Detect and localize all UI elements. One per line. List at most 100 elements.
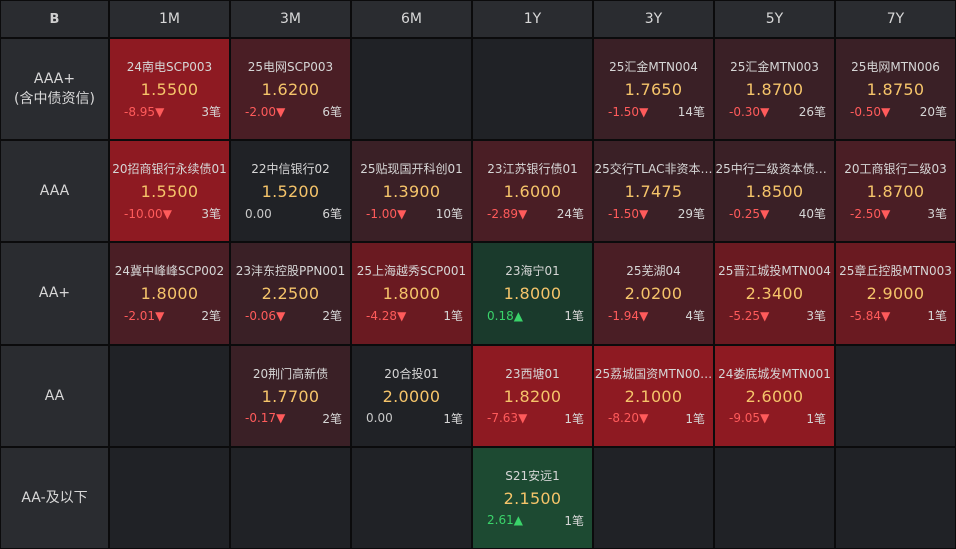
bond-yield: 1.8700	[745, 80, 804, 100]
bond-name: 25荔城国资MTN00…	[594, 366, 713, 381]
change-value: 0.00	[366, 411, 393, 426]
change-value: -1.50	[608, 104, 640, 119]
column-header-5y[interactable]: 5Y	[715, 1, 834, 37]
row-header[interactable]: AA	[1, 345, 108, 446]
change-value: -9.05	[729, 411, 761, 426]
bond-cell[interactable]: 25上海越秀SCP001 1.8000 -4.28▼ 1笔	[352, 243, 471, 344]
bond-cell[interactable]: 24南电SCP003 1.5500 -8.95▼ 3笔	[110, 39, 229, 140]
trade-count: 26笔	[798, 105, 826, 120]
bond-cell[interactable]: 20荆门高新债 1.7700 -0.17▼ 2笔	[231, 345, 350, 446]
cell-footer: 0.00 1笔	[352, 410, 471, 427]
bond-cell[interactable]: 25汇金MTN004 1.7650 -1.50▼ 14笔	[594, 39, 713, 140]
column-header-7y[interactable]: 7Y	[836, 1, 955, 37]
trade-count: 6笔	[322, 207, 342, 222]
bond-cell[interactable]: 20招商银行永续债01 1.5500 -10.00▼ 3笔	[110, 141, 229, 242]
yield-change: -10.00▼	[124, 207, 172, 221]
empty-cell	[836, 345, 955, 446]
bond-cell[interactable]: 23海宁01 1.8000 0.18▲ 1笔	[473, 243, 592, 344]
down-arrow-icon: ▼	[760, 308, 770, 323]
column-header-1y[interactable]: 1Y	[473, 1, 592, 37]
bond-yield: 1.7650	[624, 80, 683, 100]
yield-change: -2.01▼	[124, 309, 164, 323]
bond-name: 25中行二级资本债0…	[715, 162, 834, 177]
bond-cell[interactable]: 23沣东控股PPN001 2.2500 -0.06▼ 2笔	[231, 243, 350, 344]
bond-cell[interactable]: 25中行二级资本债0… 1.8500 -0.25▼ 40笔	[715, 141, 834, 242]
change-value: -0.50	[850, 104, 882, 119]
yield-change: -0.50▼	[850, 105, 890, 119]
bond-name: 20工商银行二级03	[844, 162, 947, 177]
bond-cell[interactable]: S21安远1 2.1500 2.61▲ 1笔	[473, 447, 592, 548]
row-header[interactable]: AAA	[1, 141, 108, 242]
down-arrow-icon: ▼	[518, 411, 528, 426]
change-value: -8.95	[124, 104, 156, 119]
bond-cell[interactable]: 24冀中峰峰SCP002 1.8000 -2.01▼ 2笔	[110, 243, 229, 344]
trade-count: 1笔	[927, 309, 947, 324]
bond-name: 25上海越秀SCP001	[356, 264, 467, 279]
bond-cell[interactable]: 23西塘01 1.8200 -7.63▼ 1笔	[473, 345, 592, 446]
bond-cell[interactable]: 25交行TLAC非资本… 1.7475 -1.50▼ 29笔	[594, 141, 713, 242]
cell-footer: -0.30▼ 26笔	[715, 103, 834, 120]
bond-yield: 1.7475	[624, 182, 683, 202]
bond-yield: 1.6200	[261, 80, 320, 100]
cell-footer: -1.50▼ 14笔	[594, 103, 713, 120]
cell-footer: -2.50▼ 3笔	[836, 205, 955, 222]
bond-cell[interactable]: 24娄底城发MTN001 2.6000 -9.05▼ 1笔	[715, 345, 834, 446]
row-header[interactable]: AAA+ (含中债资信)	[1, 39, 108, 140]
bond-cell[interactable]: 23江苏银行债01 1.6000 -2.89▼ 24笔	[473, 141, 592, 242]
bond-cell[interactable]: 25荔城国资MTN00… 2.1000 -8.20▼ 1笔	[594, 345, 713, 446]
bond-yield: 1.5200	[261, 182, 320, 202]
bond-name: 25电网MTN006	[851, 60, 940, 75]
column-header-6m[interactable]: 6M	[352, 1, 471, 37]
change-value: -2.01	[124, 308, 156, 323]
yield-change: -7.63▼	[487, 411, 527, 425]
bond-cell[interactable]: 25汇金MTN003 1.8700 -0.30▼ 26笔	[715, 39, 834, 140]
trade-count: 2笔	[322, 411, 342, 426]
bond-cell[interactable]: 25电网SCP003 1.6200 -2.00▼ 6笔	[231, 39, 350, 140]
bond-cell[interactable]: 25晋江城投MTN004 2.3400 -5.25▼ 3笔	[715, 243, 834, 344]
down-arrow-icon: ▼	[397, 206, 407, 221]
trade-count: 20笔	[919, 105, 947, 120]
bond-cell[interactable]: 20合投01 2.0000 0.00 1笔	[352, 345, 471, 446]
cell-footer: 2.61▲ 1笔	[473, 512, 592, 529]
down-arrow-icon: ▼	[276, 104, 286, 119]
empty-cell	[231, 447, 350, 548]
up-arrow-icon: ▲	[513, 513, 523, 528]
bond-name: 25汇金MTN003	[730, 60, 819, 75]
bond-yield: 1.6000	[503, 182, 562, 202]
column-header-1m[interactable]: 1M	[110, 1, 229, 37]
change-value: -0.06	[245, 308, 277, 323]
column-header-3y[interactable]: 3Y	[594, 1, 713, 37]
trade-count: 1笔	[685, 411, 705, 426]
change-value: -1.00	[366, 206, 398, 221]
bond-name: 24冀中峰峰SCP002	[114, 264, 225, 279]
empty-cell	[110, 447, 229, 548]
change-value: 0.18	[487, 308, 514, 323]
trade-count: 3笔	[201, 105, 221, 120]
down-arrow-icon: ▼	[155, 104, 165, 119]
cell-footer: -0.17▼ 2笔	[231, 410, 350, 427]
bond-name: 23沣东控股PPN001	[235, 264, 346, 279]
trade-count: 1笔	[806, 411, 826, 426]
yield-change: -1.50▼	[608, 207, 648, 221]
change-value: -1.94	[608, 308, 640, 323]
row-header[interactable]: AA-及以下	[1, 447, 108, 548]
bond-name: 20荆门高新债	[252, 366, 329, 381]
column-header-3m[interactable]: 3M	[231, 1, 350, 37]
bond-cell[interactable]: 25贴现国开科创01 1.3900 -1.00▼ 10笔	[352, 141, 471, 242]
bond-yield: 1.8500	[745, 182, 804, 202]
bond-cell[interactable]: 25章丘控股MTN003 2.9000 -5.84▼ 1笔	[836, 243, 955, 344]
row-header[interactable]: AA+	[1, 243, 108, 344]
bond-cell[interactable]: 22中信银行02 1.5200 0.00 6笔	[231, 141, 350, 242]
cell-footer: -1.94▼ 4笔	[594, 307, 713, 324]
empty-cell	[594, 447, 713, 548]
bond-name: 22中信银行02	[251, 162, 330, 177]
yield-change: 0.00	[366, 411, 393, 425]
bond-cell[interactable]: 25芜湖04 2.0200 -1.94▼ 4笔	[594, 243, 713, 344]
down-arrow-icon: ▼	[518, 206, 528, 221]
bond-cell[interactable]: 25电网MTN006 1.8750 -0.50▼ 20笔	[836, 39, 955, 140]
bond-yield: 2.9000	[866, 284, 925, 304]
yield-change: -2.50▼	[850, 207, 890, 221]
bond-yield: 2.6000	[745, 386, 804, 406]
down-arrow-icon: ▼	[639, 104, 649, 119]
bond-cell[interactable]: 20工商银行二级03 1.8700 -2.50▼ 3笔	[836, 141, 955, 242]
